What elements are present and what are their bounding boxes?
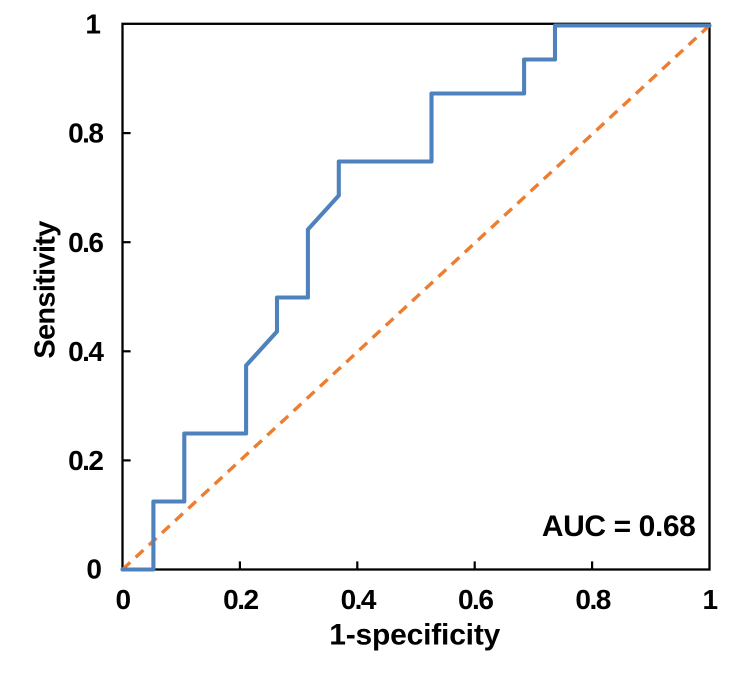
- svg-text:0.4: 0.4: [341, 584, 377, 615]
- svg-text:AUC = 0.68: AUC = 0.68: [542, 510, 696, 543]
- svg-text:0.2: 0.2: [68, 445, 103, 476]
- svg-text:Sensitivity: Sensitivity: [29, 221, 61, 359]
- svg-text:0.4: 0.4: [68, 336, 104, 367]
- svg-text:1: 1: [85, 9, 100, 40]
- svg-text:1-specificity: 1-specificity: [329, 619, 500, 652]
- svg-text:0: 0: [115, 584, 130, 615]
- svg-text:0.2: 0.2: [223, 584, 258, 615]
- svg-text:0.6: 0.6: [458, 584, 493, 615]
- svg-text:0.8: 0.8: [575, 584, 610, 615]
- svg-text:0.6: 0.6: [68, 227, 103, 258]
- svg-text:0: 0: [86, 554, 101, 585]
- svg-text:0.8: 0.8: [68, 118, 103, 149]
- svg-text:1: 1: [702, 584, 717, 615]
